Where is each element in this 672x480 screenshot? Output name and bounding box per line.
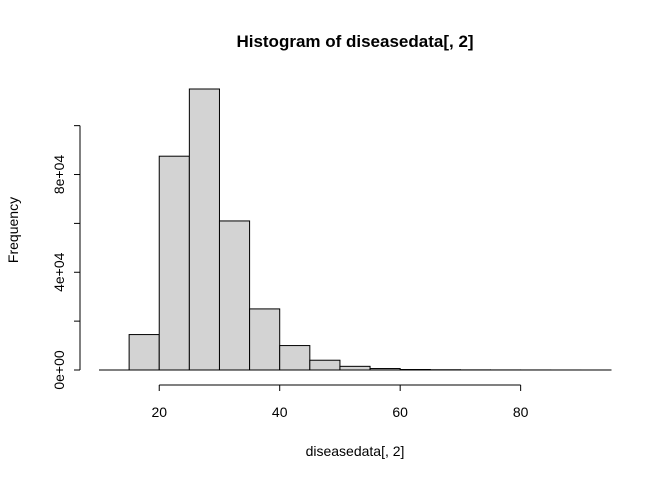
x-tick-label: 60 [392,404,408,420]
histogram-bar [309,359,341,371]
y-axis-label: Frequency [5,197,21,263]
y-tick-label: 4e+04 [51,252,67,292]
x-tick-label: 80 [513,404,529,420]
histogram-bar [128,334,160,371]
histogram-bar [339,365,371,371]
y-axis: 0e+00 4e+04 8e+04 [51,125,81,390]
histogram-bar [188,88,220,371]
y-tick-label: 8e+04 [51,155,67,195]
x-axis-label: diseasedata[, 2] [306,443,405,459]
histogram-bar [279,345,311,371]
bars-group [128,88,612,371]
chart-title: Histogram of diseasedata[, 2] [236,32,473,51]
x-axis: 20 40 60 80 [99,369,611,420]
histogram-bar [249,308,281,371]
histogram-bar [158,155,190,371]
histogram-bar [218,220,251,371]
x-tick-label: 20 [151,404,167,420]
y-tick-label: 0e+00 [51,350,67,390]
x-tick-label: 40 [272,404,288,420]
